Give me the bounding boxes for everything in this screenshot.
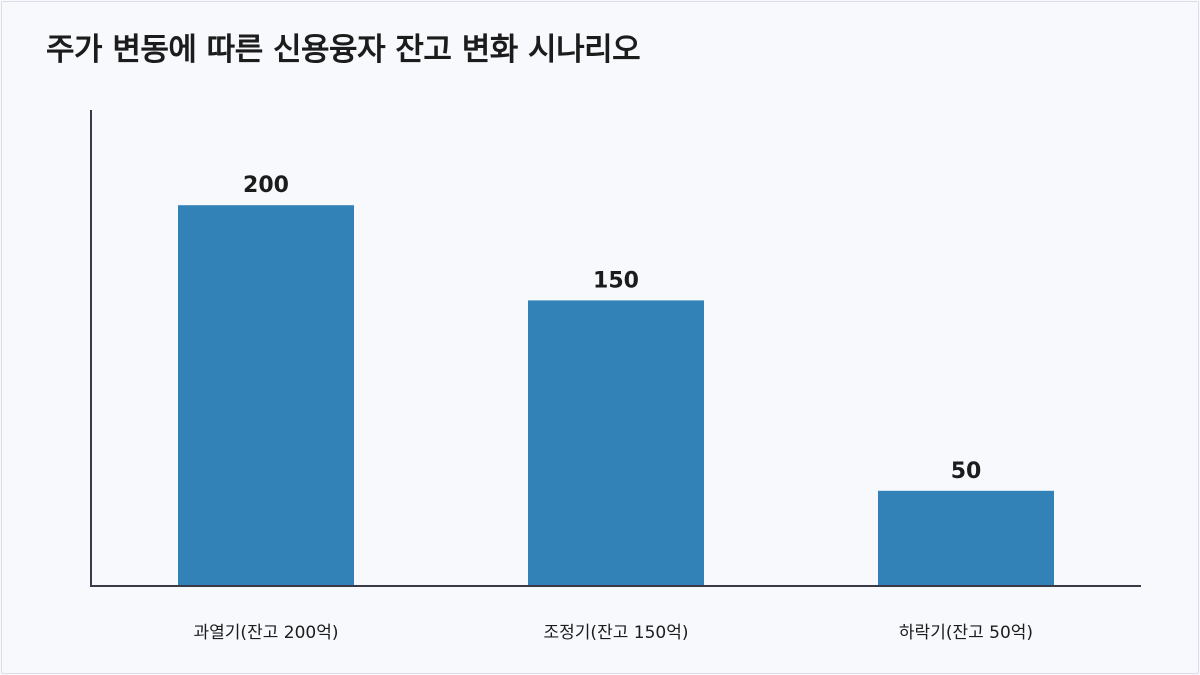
category-label-2: 하락기(잔고 50억) bbox=[899, 623, 1033, 643]
value-label-2: 50 bbox=[951, 459, 982, 484]
bar-1 bbox=[528, 300, 704, 586]
bar-2 bbox=[878, 490, 1054, 586]
bars-group bbox=[178, 205, 1054, 586]
category-label-1: 조정기(잔고 150억) bbox=[544, 623, 689, 643]
bar-0 bbox=[178, 205, 354, 586]
labels-group: 200 과열기(잔고 200억) 150 조정기(잔고 150억) 50 하락기(잔고 5… bbox=[194, 173, 1034, 643]
category-label-0: 과열기(잔고 200억) bbox=[194, 623, 339, 643]
value-label-0: 200 bbox=[243, 173, 289, 198]
value-label-1: 150 bbox=[593, 268, 639, 293]
chart-title: 주가 변동에 따른 신용융자 잔고 변화 시나리오 bbox=[46, 32, 641, 68]
